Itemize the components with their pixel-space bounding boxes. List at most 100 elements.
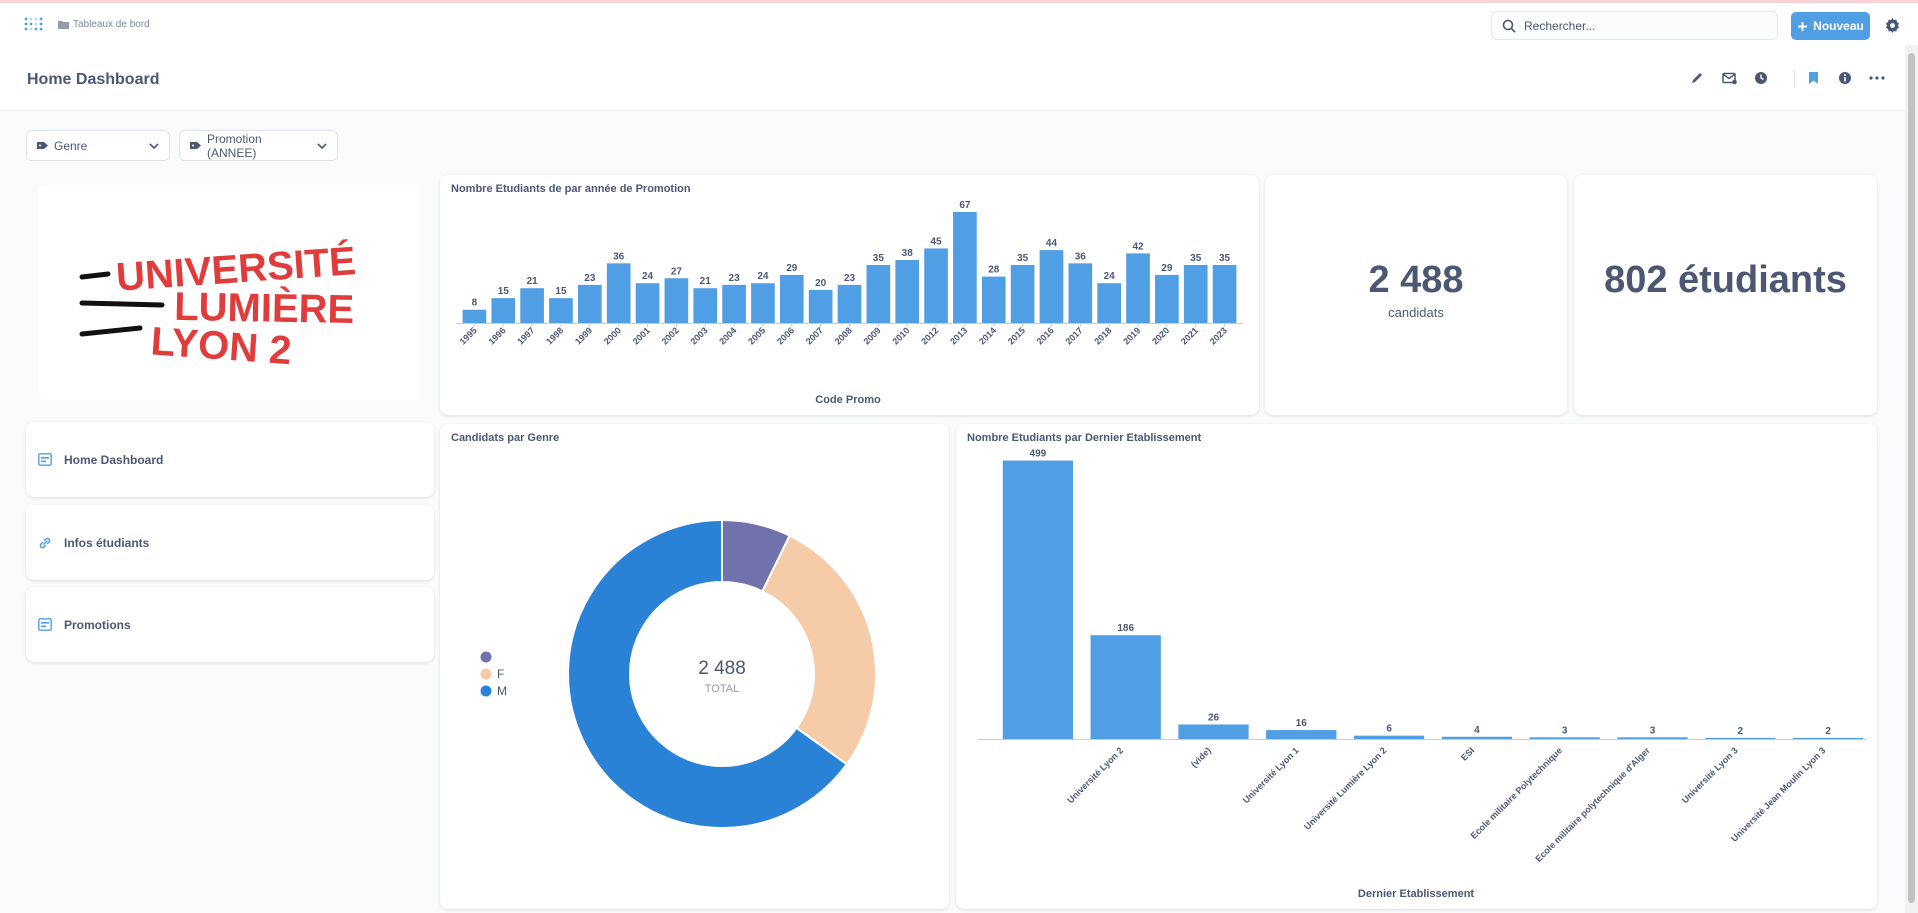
nav-card-home-dashboard[interactable]: Home Dashboard	[26, 422, 434, 497]
candidats-label: candidats	[1388, 305, 1444, 320]
data-label: 42	[1132, 241, 1144, 252]
bar	[1441, 736, 1513, 739]
tick-label: 2012	[919, 325, 940, 346]
tick-label: 2016	[1035, 325, 1056, 346]
filter-promotion-label: Promotion (ANNEE)	[207, 131, 262, 160]
filter-genre[interactable]: Genre	[26, 130, 170, 161]
tick-label: 2013	[948, 325, 969, 346]
nav-card-promotions[interactable]: Promotions	[26, 587, 434, 662]
tick-label: 1998	[544, 325, 565, 346]
scalar-card-candidats[interactable]: 2 488 candidats	[1265, 175, 1567, 415]
data-label: 3	[1650, 725, 1656, 736]
data-label: 36	[1075, 251, 1087, 262]
more-icon[interactable]	[1868, 69, 1886, 87]
link-icon	[39, 537, 51, 548]
donut-total-label: TOTAL	[705, 683, 739, 695]
history-icon[interactable]	[1752, 69, 1770, 87]
etudiants-value: 802 étudiants	[1604, 259, 1847, 301]
legend-dot	[480, 668, 492, 680]
etablissement-bar-chart: 499 186 26 16 6 4 3 3 2 2 Université Lyon 2 (vide) U…	[978, 449, 1866, 900]
data-label: 44	[1046, 238, 1058, 249]
page-scrollbar[interactable]	[1905, 45, 1918, 913]
filter-genre-label: Genre	[54, 138, 88, 153]
data-label: 24	[1104, 271, 1116, 282]
bar	[895, 260, 920, 323]
header-divider	[1794, 70, 1795, 88]
edit-icon[interactable]	[1688, 69, 1706, 87]
dashboard-header: Home Dashboard	[0, 45, 1905, 111]
chevron-down-icon	[149, 142, 159, 149]
bar	[1212, 265, 1237, 323]
chart-title[interactable]: Candidats par Genre	[451, 432, 560, 444]
filter-promotion[interactable]: Promotion (ANNEE)	[179, 130, 338, 161]
chart-card-etablissement[interactable]: Nombre Etudiants par Dernier Etablisseme…	[956, 424, 1877, 909]
tick-label: 1996	[486, 325, 507, 346]
tick-label: 2008	[833, 325, 854, 346]
bar	[808, 289, 833, 323]
tick-label: Université Lyon 1	[1241, 745, 1301, 805]
tick-label: 2007	[804, 325, 825, 346]
donut-total-value: 2 488	[698, 658, 746, 679]
search-placeholder: Rechercher...	[1524, 18, 1596, 33]
data-label: 15	[498, 286, 510, 297]
new-button[interactable]: Nouveau	[1791, 12, 1870, 40]
bar	[722, 284, 746, 323]
legend-label: M	[497, 684, 507, 698]
bar	[1266, 730, 1337, 739]
x-axis-title: Code Promo	[815, 394, 881, 406]
bar	[693, 288, 718, 323]
chart-title[interactable]: Nombre Etudiants de par année de Promoti…	[451, 183, 691, 195]
bar	[1792, 737, 1864, 739]
chevron-down-icon	[317, 142, 327, 149]
tick-label: 2010	[890, 325, 911, 346]
tick-label: (vide)	[1189, 745, 1213, 769]
metabase-logo-icon[interactable]	[24, 16, 46, 34]
page-title: Home Dashboard	[27, 71, 160, 88]
data-label: 35	[1190, 253, 1202, 264]
bar	[751, 283, 775, 323]
data-label: 8	[472, 298, 478, 309]
breadcrumb[interactable]: Tableaux de bord	[58, 19, 150, 30]
data-label: 24	[757, 271, 769, 282]
bar	[1705, 737, 1776, 739]
data-label: 38	[902, 248, 914, 259]
logo-line-3: LYON 2	[149, 319, 293, 373]
bar	[1178, 724, 1249, 739]
bar	[1068, 263, 1093, 323]
bar	[1353, 735, 1425, 739]
nav-card-infos-etudiants[interactable]: Infos étudiants	[26, 505, 434, 580]
scalar-card-etudiants[interactable]: 802 étudiants	[1574, 175, 1877, 415]
data-label: 24	[642, 271, 654, 282]
chart-card-promotions[interactable]: Nombre Etudiants de par année de Promoti…	[440, 175, 1259, 415]
tick-label: 2015	[1006, 325, 1027, 346]
data-label: 23	[584, 273, 596, 284]
tag-icon	[190, 142, 201, 149]
data-label: 29	[786, 263, 798, 274]
data-label: 27	[671, 266, 683, 277]
bar	[1097, 283, 1121, 323]
gear-icon[interactable]	[1885, 18, 1900, 33]
legend-label: F	[497, 667, 504, 681]
bar	[491, 298, 516, 323]
top-accent-line	[0, 0, 1918, 3]
data-label: 6	[1386, 724, 1392, 735]
info-icon[interactable]	[1836, 69, 1854, 87]
bar	[866, 265, 891, 323]
data-label: 21	[700, 276, 712, 287]
data-label: 26	[1208, 712, 1220, 723]
search-input[interactable]: Rechercher...	[1491, 11, 1778, 40]
chart-title[interactable]: Nombre Etudiants par Dernier Etablisseme…	[967, 432, 1202, 444]
tick-label: 2001	[631, 325, 652, 346]
tick-label: ESI	[1459, 745, 1476, 762]
tick-label: 2014	[977, 325, 998, 346]
subscription-icon[interactable]	[1720, 69, 1738, 87]
data-label: 35	[1219, 253, 1231, 264]
legend-dot	[480, 685, 492, 697]
bar	[549, 298, 573, 323]
legend-dot	[480, 651, 492, 663]
bookmark-icon[interactable]	[1804, 69, 1822, 87]
tick-label: 2021	[1179, 325, 1200, 346]
scrollbar-thumb[interactable]	[1908, 53, 1915, 903]
chart-card-genre[interactable]: Candidats par Genre 2 488 TOTAL F M	[440, 424, 949, 909]
tick-label: 2009	[862, 325, 883, 346]
